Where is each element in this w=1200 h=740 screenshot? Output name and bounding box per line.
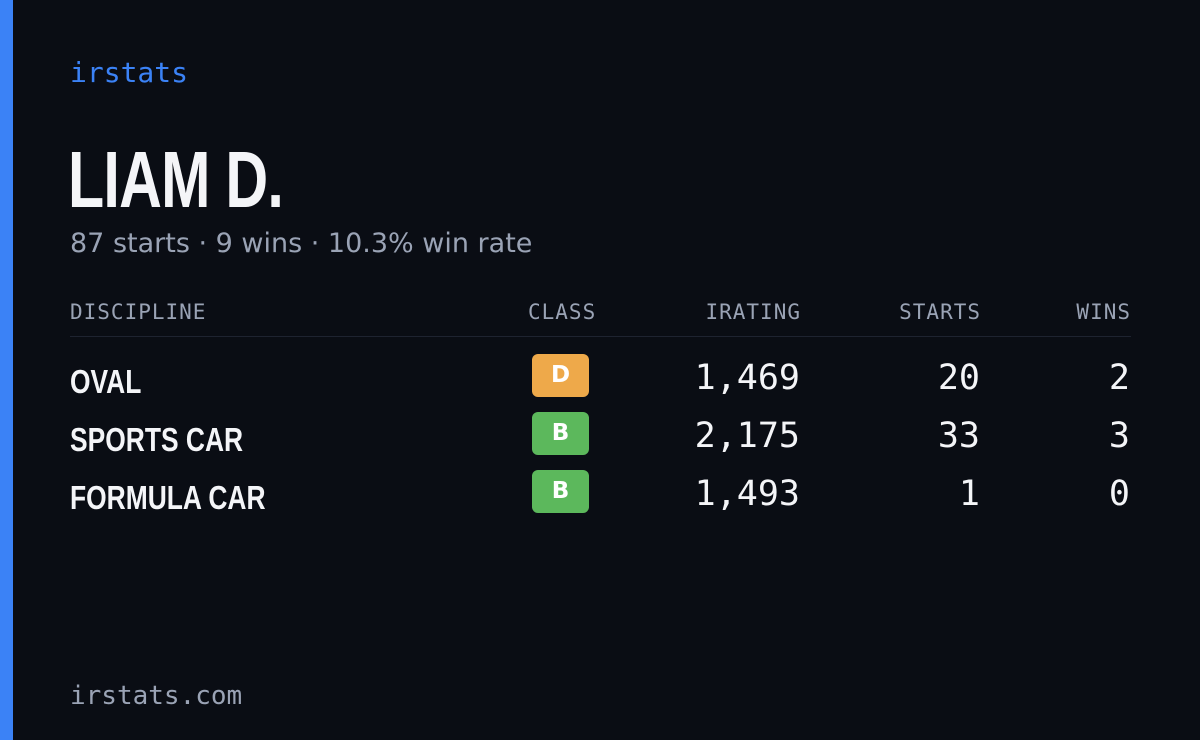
discipline-name: SPORTS CAR <box>70 421 244 458</box>
table-header: DISCIPLINE CLASS IRATING STARTS WINS <box>70 298 1131 337</box>
wins-value: 3 <box>1108 416 1130 456</box>
wins-value: 2 <box>1108 358 1130 398</box>
wins-value: 0 <box>1108 474 1130 514</box>
player-summary: 87 starts · 9 wins · 10.3% win rate <box>70 228 533 259</box>
starts-value: 20 <box>937 358 980 398</box>
discipline-name: FORMULA CAR <box>70 479 266 516</box>
table-row: SPORTS CAR B 2,175 33 3 <box>70 412 1131 462</box>
class-badge: D <box>532 354 589 397</box>
column-header-irating: IRATING <box>705 300 801 324</box>
column-header-discipline: DISCIPLINE <box>70 300 207 324</box>
footer-domain: irstats.com <box>70 681 243 711</box>
discipline-name: OVAL <box>70 363 142 400</box>
starts-value: 1 <box>958 474 980 514</box>
player-name: LIAM D. <box>68 135 284 224</box>
column-header-wins: WINS <box>1076 300 1131 324</box>
starts-value: 33 <box>937 416 980 456</box>
accent-bar <box>0 0 13 740</box>
class-badge: B <box>532 412 589 455</box>
table-row: FORMULA CAR B 1,493 1 0 <box>70 470 1131 520</box>
brand-logo: irstats <box>70 56 189 89</box>
table-row: OVAL D 1,469 20 2 <box>70 354 1131 404</box>
irating-value: 1,469 <box>694 358 800 398</box>
column-header-starts: STARTS <box>899 300 981 324</box>
irating-value: 2,175 <box>694 416 800 456</box>
class-badge: B <box>532 470 589 513</box>
irating-value: 1,493 <box>694 474 800 514</box>
column-header-class: CLASS <box>528 300 597 324</box>
